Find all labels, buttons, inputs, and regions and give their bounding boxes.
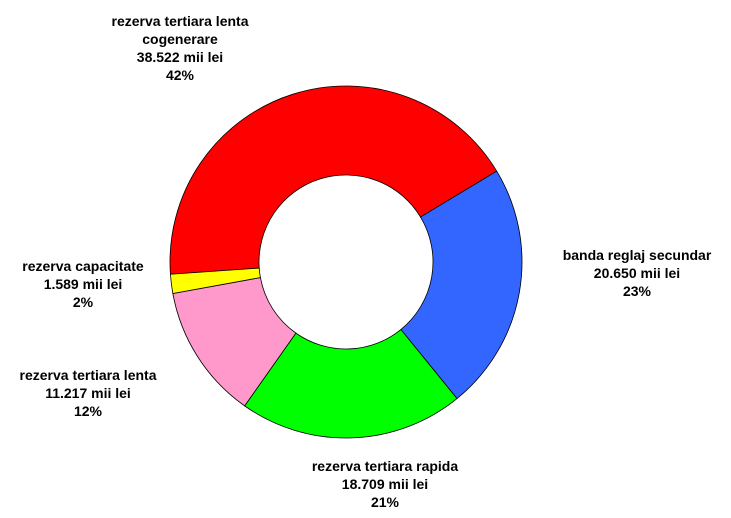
percent-label: 2% bbox=[72, 294, 94, 310]
percent-label: 21% bbox=[370, 494, 400, 510]
slice-label: rezerva tertiara rapida 18.709 mii lei 21% bbox=[265, 457, 505, 511]
donut-slice bbox=[169, 85, 498, 275]
slice-label: rezerva tertiara lenta 11.217 mii lei 12% bbox=[0, 366, 188, 420]
slice-name: rezerva tertiara rapida bbox=[311, 458, 459, 474]
value-label: 18.709 mii lei bbox=[341, 476, 429, 492]
slice-name: rezerva tertiara lenta bbox=[19, 367, 157, 383]
slice-name: banda reglaj secundar bbox=[562, 247, 712, 263]
value-label: 1.589 mii lei bbox=[43, 276, 123, 292]
value-label: 11.217 mii lei bbox=[45, 385, 131, 401]
donut-slice bbox=[400, 170, 523, 400]
value-label: 38.522 mii lei bbox=[136, 49, 224, 65]
slice-name: rezerva capacitate bbox=[22, 258, 144, 274]
percent-label: 12% bbox=[73, 403, 103, 419]
slice-label: rezerva capacitate 1.589 mii lei 2% bbox=[0, 257, 168, 311]
donut-slice bbox=[170, 267, 261, 294]
slice-name: rezerva tertiara lenta cogenerare bbox=[111, 13, 249, 47]
value-label: 20.650 mii lei bbox=[593, 265, 681, 281]
slice-label: banda reglaj secundar 20.650 mii lei 23% bbox=[527, 246, 731, 300]
percent-label: 23% bbox=[622, 283, 652, 299]
donut-slice bbox=[244, 328, 458, 439]
slice-label: rezerva tertiara lenta cogenerare 38.522 … bbox=[85, 12, 275, 84]
percent-label: 42% bbox=[165, 67, 195, 83]
